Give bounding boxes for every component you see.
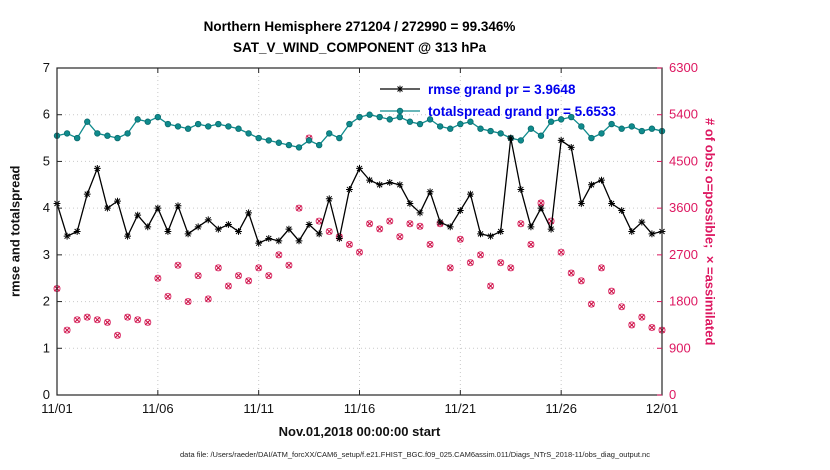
totalspread-marker-icon	[380, 107, 420, 115]
svg-text:6: 6	[43, 107, 50, 122]
svg-text:7: 7	[43, 60, 50, 75]
y-axis-label-right: # of obs: o=possible; ×=assimilated	[702, 117, 718, 346]
svg-text:2700: 2700	[669, 247, 698, 262]
data-file-caption: data file: /Users/raeder/DAI/ATM_forcXX/…	[180, 450, 650, 459]
legend-label-totalspread: totalspread grand pr = 5.6533	[428, 103, 616, 119]
svg-text:1800: 1800	[669, 294, 698, 309]
svg-text:11/01: 11/01	[41, 401, 73, 416]
svg-text:6300: 6300	[669, 60, 698, 75]
svg-text:4500: 4500	[669, 153, 698, 168]
x-axis-label: Nov.01,2018 00:00:00 start	[278, 424, 441, 439]
title-line-1: Northern Hemisphere 271204 / 272990 = 99…	[203, 19, 516, 34]
legend-item-totalspread: totalspread grand pr = 5.6533	[378, 100, 616, 122]
svg-text:11/21: 11/21	[445, 401, 477, 416]
svg-text:12/01: 12/01	[646, 401, 679, 416]
legend-item-rmse: rmse grand pr = 3.9648	[378, 78, 616, 100]
svg-text:11/16: 11/16	[344, 401, 376, 416]
legend: rmse grand pr = 3.9648 totalspread grand…	[378, 78, 616, 122]
svg-text:2: 2	[43, 294, 50, 309]
svg-text:3600: 3600	[669, 200, 698, 215]
svg-text:0: 0	[669, 387, 676, 402]
svg-text:3: 3	[43, 247, 50, 262]
chart-title: Northern Hemisphere 271204 / 272990 = 99…	[57, 16, 662, 58]
svg-text:11/06: 11/06	[142, 401, 174, 416]
svg-text:11/26: 11/26	[545, 401, 577, 416]
svg-text:5400: 5400	[669, 107, 698, 122]
svg-text:900: 900	[669, 340, 691, 355]
svg-text:4: 4	[43, 200, 50, 215]
svg-text:5: 5	[43, 153, 50, 168]
svg-text:11/11: 11/11	[243, 401, 274, 416]
legend-label-rmse: rmse grand pr = 3.9648	[428, 81, 576, 97]
rmse-marker-icon	[380, 85, 420, 93]
title-line-2: SAT_V_WIND_COMPONENT @ 313 hPa	[233, 40, 486, 55]
svg-text:0: 0	[43, 387, 50, 402]
svg-text:1: 1	[43, 340, 50, 355]
y-axis-label-left: rmse and totalspread	[7, 165, 23, 298]
